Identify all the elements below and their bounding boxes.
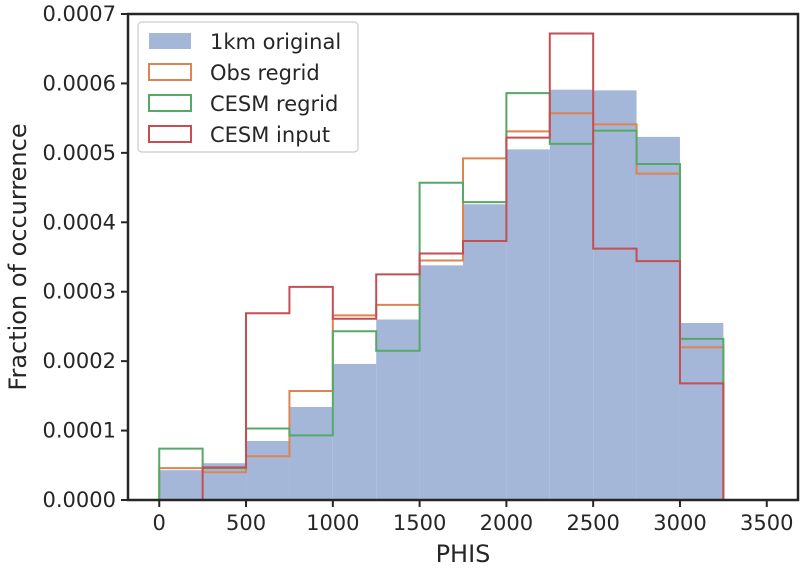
- y-axis-title: Fraction of occurrence: [4, 123, 32, 390]
- legend-label: CESM input: [210, 123, 330, 147]
- legend-box: [137, 21, 359, 153]
- legend-swatch: [148, 63, 192, 81]
- legend-swatch: [148, 125, 192, 143]
- histogram-bar: [376, 319, 420, 500]
- y-tick-label: 0.0000: [43, 488, 116, 512]
- histogram-bar: [246, 440, 290, 500]
- y-tick-label: 0.0001: [43, 419, 116, 443]
- histogram-bar: [593, 90, 637, 500]
- y-tick-label: 0.0003: [43, 280, 116, 304]
- step-line-cesm-input: [159, 32, 725, 501]
- y-tick-label: 0.0005: [43, 141, 116, 165]
- histogram-bars: [159, 89, 724, 501]
- histogram-bar: [463, 204, 507, 500]
- histogram-bar: [636, 136, 680, 501]
- x-tick-label: 0: [153, 511, 166, 535]
- legend-swatch: [149, 33, 191, 49]
- histogram-bar: [202, 463, 247, 500]
- step-lines: [158, 32, 725, 501]
- x-tick-label: 500: [226, 511, 266, 535]
- histogram-bar: [419, 265, 463, 500]
- histogram-bar: [159, 470, 203, 500]
- axes: 0 500 1000 1500 2000 2500 3000 3500 0.0000 0.0001…: [4, 2, 800, 568]
- histogram-bar: [332, 363, 377, 500]
- legend-label: CESM regrid: [210, 92, 338, 116]
- x-tick-label: 3500: [740, 511, 793, 535]
- x-axis-title: PHIS: [436, 540, 491, 568]
- x-tick-label: 1500: [393, 511, 446, 535]
- x-tick-label: 2000: [480, 511, 533, 535]
- y-tick-label: 0.0006: [43, 71, 116, 95]
- histogram-bar: [679, 322, 724, 500]
- legend: 1km original Obs regrid CESM regrid CESM in…: [137, 21, 359, 153]
- x-tick-label: 1000: [306, 511, 359, 535]
- plot-frame: [126, 12, 800, 502]
- legend-label: 1km original: [210, 30, 341, 54]
- legend-label: Obs regrid: [210, 61, 320, 85]
- histogram-bar: [549, 89, 594, 501]
- x-tick-label: 3000: [653, 511, 706, 535]
- y-tick-label: 0.0007: [43, 2, 116, 26]
- legend-swatch: [148, 94, 192, 112]
- y-tick-label: 0.0002: [43, 349, 116, 373]
- histogram-bar: [289, 406, 333, 500]
- y-tick-label: 0.0004: [43, 210, 116, 234]
- x-tick-label: 2500: [566, 511, 619, 535]
- histogram-bar: [506, 149, 550, 500]
